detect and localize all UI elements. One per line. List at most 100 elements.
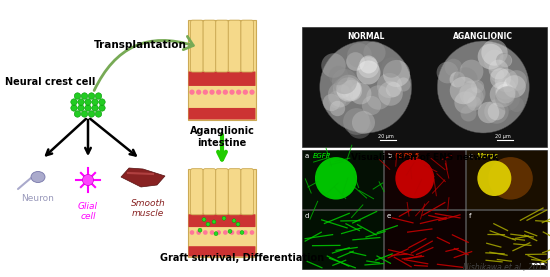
Text: EGFP: EGFP: [313, 153, 331, 159]
Ellipse shape: [395, 158, 434, 198]
Circle shape: [232, 219, 236, 223]
Circle shape: [210, 89, 215, 95]
FancyBboxPatch shape: [203, 20, 216, 72]
Point: [500, 91, 509, 95]
Point: [373, 95, 382, 99]
FancyBboxPatch shape: [384, 150, 465, 209]
Circle shape: [71, 105, 77, 111]
Point: [493, 73, 502, 78]
Point: [387, 65, 395, 69]
Point: [351, 58, 360, 63]
Circle shape: [89, 111, 95, 117]
Point: [338, 86, 347, 90]
Text: b: b: [387, 153, 392, 159]
Circle shape: [236, 222, 240, 226]
Point: [355, 124, 364, 128]
Circle shape: [206, 222, 210, 226]
Point: [339, 89, 348, 93]
Circle shape: [223, 230, 228, 235]
FancyBboxPatch shape: [188, 20, 256, 120]
FancyBboxPatch shape: [241, 169, 254, 215]
Point: [468, 90, 476, 95]
Point: [461, 76, 470, 81]
Point: [458, 88, 467, 92]
Point: [500, 86, 509, 91]
Circle shape: [92, 99, 98, 105]
Circle shape: [203, 230, 208, 235]
FancyBboxPatch shape: [190, 20, 203, 72]
Text: Glial
cell: Glial cell: [78, 202, 98, 221]
Circle shape: [249, 89, 255, 95]
Point: [449, 65, 458, 70]
Circle shape: [189, 89, 195, 95]
Ellipse shape: [31, 171, 45, 183]
FancyBboxPatch shape: [216, 20, 228, 72]
Circle shape: [228, 229, 232, 233]
Circle shape: [437, 41, 529, 133]
Text: Graft survival, Differentiation: Graft survival, Differentiation: [160, 253, 324, 263]
Circle shape: [202, 217, 206, 222]
Text: f: f: [469, 213, 471, 219]
Ellipse shape: [315, 157, 357, 199]
Point: [328, 63, 337, 67]
Circle shape: [190, 230, 194, 235]
Circle shape: [92, 105, 98, 111]
Point: [384, 83, 393, 88]
Point: [497, 92, 506, 96]
Point: [473, 84, 482, 88]
Text: Neural crest cell: Neural crest cell: [5, 77, 95, 87]
Circle shape: [99, 99, 105, 105]
Point: [352, 119, 361, 123]
FancyBboxPatch shape: [189, 108, 256, 119]
FancyBboxPatch shape: [189, 214, 256, 227]
FancyBboxPatch shape: [466, 150, 547, 209]
FancyBboxPatch shape: [190, 169, 203, 215]
FancyBboxPatch shape: [216, 169, 228, 215]
Circle shape: [250, 230, 254, 235]
Point: [489, 50, 498, 55]
Point: [486, 54, 494, 58]
FancyBboxPatch shape: [466, 210, 547, 269]
Point: [489, 58, 498, 63]
Point: [335, 91, 344, 96]
Text: a: a: [305, 153, 309, 159]
Point: [363, 70, 372, 74]
FancyBboxPatch shape: [302, 150, 383, 209]
Point: [343, 85, 352, 89]
FancyBboxPatch shape: [188, 169, 256, 257]
Circle shape: [89, 93, 95, 99]
Circle shape: [78, 99, 84, 105]
Circle shape: [203, 89, 208, 95]
Point: [512, 102, 520, 106]
Point: [503, 96, 512, 101]
Circle shape: [236, 230, 241, 235]
Point: [340, 79, 349, 83]
Circle shape: [216, 230, 221, 235]
Circle shape: [320, 41, 412, 133]
Point: [355, 91, 364, 95]
FancyArrowPatch shape: [94, 36, 193, 91]
Point: [344, 87, 353, 91]
Point: [463, 111, 472, 115]
Point: [469, 95, 478, 99]
Circle shape: [212, 220, 216, 224]
Circle shape: [236, 89, 241, 95]
FancyBboxPatch shape: [384, 210, 465, 269]
FancyBboxPatch shape: [302, 27, 547, 147]
Circle shape: [85, 99, 91, 105]
FancyBboxPatch shape: [189, 246, 256, 257]
Point: [501, 78, 510, 82]
Circle shape: [229, 89, 235, 95]
Text: Merge: Merge: [477, 153, 499, 159]
Circle shape: [82, 175, 94, 186]
Text: Smooth
muscle: Smooth muscle: [131, 199, 166, 218]
Circle shape: [95, 93, 102, 99]
Point: [364, 61, 373, 66]
Point: [512, 78, 520, 82]
Circle shape: [214, 232, 218, 236]
Circle shape: [240, 230, 244, 234]
Polygon shape: [121, 168, 165, 187]
FancyBboxPatch shape: [203, 169, 216, 215]
Circle shape: [74, 93, 81, 99]
Circle shape: [81, 111, 87, 117]
